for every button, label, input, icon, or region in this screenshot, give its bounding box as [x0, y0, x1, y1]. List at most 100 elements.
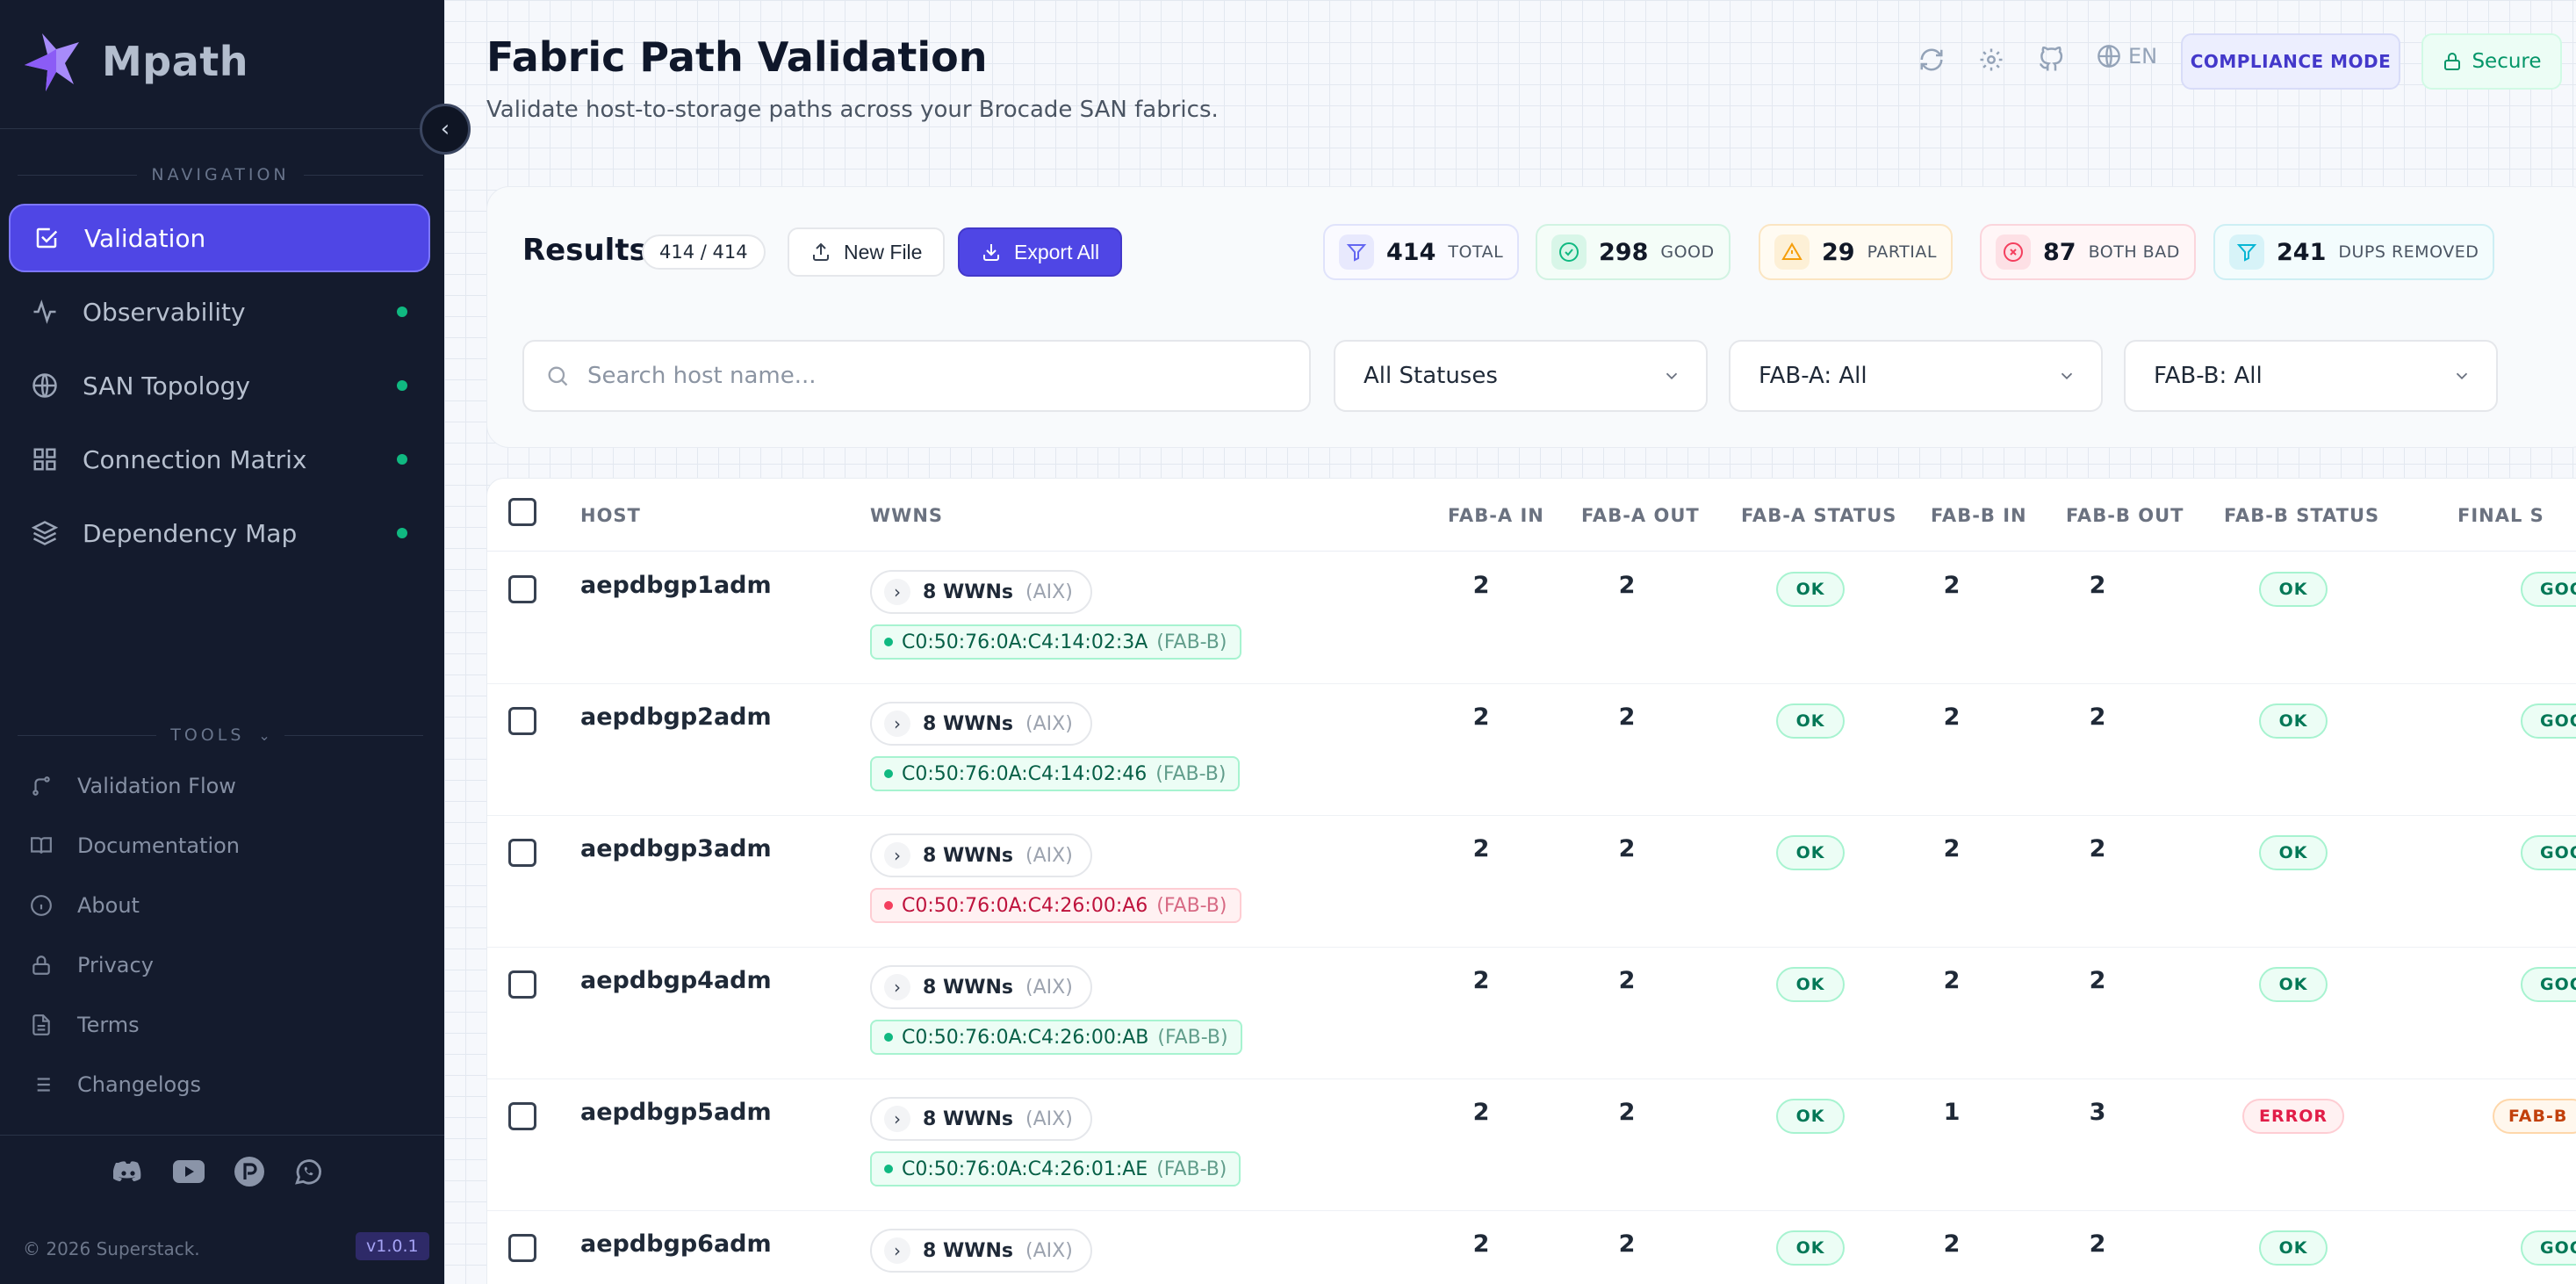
github-icon[interactable]: [2035, 44, 2067, 76]
sidebar-item-validation[interactable]: Validation: [9, 204, 430, 272]
wwn-status-dot: [884, 1165, 893, 1173]
wwns-toggle[interactable]: › 8 WWNs (AIX): [870, 1097, 1092, 1141]
row-checkbox[interactable]: [508, 1234, 536, 1262]
sidebar-item-dependency-map[interactable]: Dependency Map: [9, 499, 430, 567]
chevron-right-icon: ›: [884, 579, 910, 605]
status-filter-select[interactable]: All Statuses: [1334, 340, 1708, 412]
column-header-fab-a-out[interactable]: FAB-A OUT: [1581, 505, 1700, 526]
fab-a-out-value: 2: [1618, 572, 1636, 599]
export-all-button[interactable]: Export All: [958, 227, 1123, 277]
export-all-label: Export All: [1014, 240, 1100, 263]
stat-dups-removed[interactable]: 241 DUPS REMOVED: [2213, 224, 2495, 280]
column-header-fab-b-out[interactable]: FAB-B OUT: [2066, 505, 2184, 526]
new-file-button[interactable]: New File: [788, 227, 946, 277]
fab-a-status-badge: OK: [1776, 1230, 1845, 1266]
wwn-tag[interactable]: C0:50:76:0A:C4:14:02:46 (FAB-B): [870, 756, 1241, 791]
refresh-icon[interactable]: [1916, 44, 1947, 76]
sidebar-item-san-topology[interactable]: SAN Topology: [9, 351, 430, 420]
column-header-host[interactable]: HOST: [580, 505, 641, 526]
fab-a-in-value: 2: [1472, 1230, 1490, 1258]
fab-b-filter-select[interactable]: FAB-B: All: [2124, 340, 2498, 412]
language-switcher[interactable]: EN: [2097, 44, 2157, 69]
fab-a-status-badge: OK: [1776, 1099, 1845, 1134]
fab-a-status-badge: OK: [1776, 572, 1845, 607]
whatsapp-icon[interactable]: [291, 1154, 326, 1189]
stat-partial[interactable]: 29 PARTIAL: [1759, 224, 1953, 280]
select-all-checkbox[interactable]: [508, 498, 536, 526]
check-circle-icon: [1551, 234, 1587, 270]
results-count: 414 / 414: [642, 234, 766, 270]
compliance-mode-button[interactable]: COMPLIANCE MODE: [2181, 33, 2400, 90]
wwn-tag[interactable]: C0:50:76:0A:C4:14:02:3A (FAB-B): [870, 624, 1241, 660]
wwns-toggle[interactable]: › 8 WWNs (AIX): [870, 833, 1092, 877]
layers-icon: [30, 518, 60, 548]
table-row[interactable]: aepdbgp6adm › 8 WWNs (AIX) 2 2 OK 2 2 OK…: [487, 1211, 2576, 1284]
row-checkbox[interactable]: [508, 970, 536, 999]
sidebar-collapse-button[interactable]: ‹: [420, 104, 471, 155]
wwn-tag[interactable]: C0:50:76:0A:C4:26:01:AE (FAB-B): [870, 1151, 1241, 1187]
tool-privacy[interactable]: Privacy: [28, 952, 154, 978]
checkbox-icon: [32, 223, 61, 253]
secure-badge[interactable]: Secure: [2421, 33, 2562, 90]
tool-terms[interactable]: Terms: [28, 1012, 140, 1038]
wwn-tag[interactable]: C0:50:76:0A:C4:26:00:A6 (FAB-B): [870, 888, 1241, 923]
column-header-fab-a-status[interactable]: FAB-A STATUS: [1741, 505, 1897, 526]
globe-icon: [30, 371, 60, 400]
wwns-toggle[interactable]: › 8 WWNs (AIX): [870, 570, 1092, 614]
column-header-fab-b-in[interactable]: FAB-B IN: [1931, 505, 2027, 526]
wwn-fabric: (FAB-B): [1156, 1158, 1227, 1180]
stat-both-bad[interactable]: 87 BOTH BAD: [1980, 224, 2196, 280]
wwn-status-dot: [884, 769, 893, 778]
wwn-value: C0:50:76:0A:C4:14:02:3A: [902, 631, 1148, 653]
stat-total[interactable]: 414 TOTAL: [1323, 224, 1520, 280]
row-checkbox[interactable]: [508, 575, 536, 603]
fab-a-filter-select[interactable]: FAB-A: All: [1729, 340, 2103, 412]
host-name[interactable]: aepdbgp1adm: [580, 572, 772, 599]
youtube-icon[interactable]: [171, 1154, 206, 1189]
pulse-icon: [30, 297, 60, 327]
table-row[interactable]: aepdbgp1adm › 8 WWNs (AIX) C0:50:76:0A:C…: [487, 552, 2576, 684]
wwn-value: C0:50:76:0A:C4:26:01:AE: [902, 1158, 1148, 1180]
wwns-toggle[interactable]: › 8 WWNs (AIX): [870, 965, 1092, 1009]
fab-b-out-value: 3: [2089, 1099, 2106, 1126]
column-header-wwns[interactable]: WWNS: [870, 505, 944, 526]
tool-about[interactable]: About: [28, 892, 140, 919]
fab-a-status-badge: OK: [1776, 967, 1845, 1002]
column-header-final-status[interactable]: FINAL S: [2457, 505, 2544, 526]
host-name[interactable]: aepdbgp6adm: [580, 1230, 772, 1258]
host-name[interactable]: aepdbgp3adm: [580, 835, 772, 862]
tool-changelogs[interactable]: Changelogs: [28, 1071, 201, 1098]
column-header-fab-b-status[interactable]: FAB-B STATUS: [2224, 505, 2380, 526]
host-name[interactable]: aepdbgp5adm: [580, 1099, 772, 1126]
fab-a-in-value: 2: [1472, 703, 1490, 731]
chevron-down-icon: [2057, 366, 2076, 386]
sidebar-item-observability[interactable]: Observability: [9, 278, 430, 346]
tool-documentation[interactable]: Documentation: [28, 833, 240, 859]
tool-validation-flow[interactable]: Validation Flow: [28, 773, 236, 799]
wwn-tag[interactable]: C0:50:76:0A:C4:26:00:AB (FAB-B): [870, 1020, 1242, 1055]
search-input[interactable]: [587, 363, 1255, 389]
stat-good[interactable]: 298 GOOD: [1536, 224, 1731, 280]
wwns-toggle[interactable]: › 8 WWNs (AIX): [870, 1229, 1092, 1273]
row-checkbox[interactable]: [508, 707, 536, 735]
table-row[interactable]: aepdbgp4adm › 8 WWNs (AIX) C0:50:76:0A:C…: [487, 948, 2576, 1079]
gear-icon[interactable]: [1975, 44, 2007, 76]
row-checkbox[interactable]: [508, 1102, 536, 1130]
table-row[interactable]: aepdbgp3adm › 8 WWNs (AIX) C0:50:76:0A:C…: [487, 816, 2576, 948]
wwn-count: 8 WWNs: [923, 844, 1014, 867]
host-name[interactable]: aepdbgp2adm: [580, 703, 772, 731]
patreon-icon[interactable]: [232, 1154, 267, 1189]
column-header-fab-a-in[interactable]: FAB-A IN: [1448, 505, 1544, 526]
host-name[interactable]: aepdbgp4adm: [580, 967, 772, 994]
wwn-fabric: (FAB-B): [1156, 631, 1227, 653]
discord-icon[interactable]: [111, 1154, 146, 1189]
table-row[interactable]: aepdbgp2adm › 8 WWNs (AIX) C0:50:76:0A:C…: [487, 684, 2576, 816]
results-table: HOST WWNS FAB-A IN FAB-A OUT FAB-A STATU…: [486, 478, 2576, 1284]
sidebar-item-connection-matrix[interactable]: Connection Matrix: [9, 425, 430, 494]
row-checkbox[interactable]: [508, 839, 536, 867]
search-field[interactable]: [522, 340, 1311, 412]
table-row[interactable]: aepdbgp5adm › 8 WWNs (AIX) C0:50:76:0A:C…: [487, 1079, 2576, 1211]
wwns-toggle[interactable]: › 8 WWNs (AIX): [870, 702, 1092, 746]
tools-section-label[interactable]: TOOLS ⌄: [18, 725, 424, 745]
app-logo[interactable]: Mpath: [21, 30, 248, 93]
